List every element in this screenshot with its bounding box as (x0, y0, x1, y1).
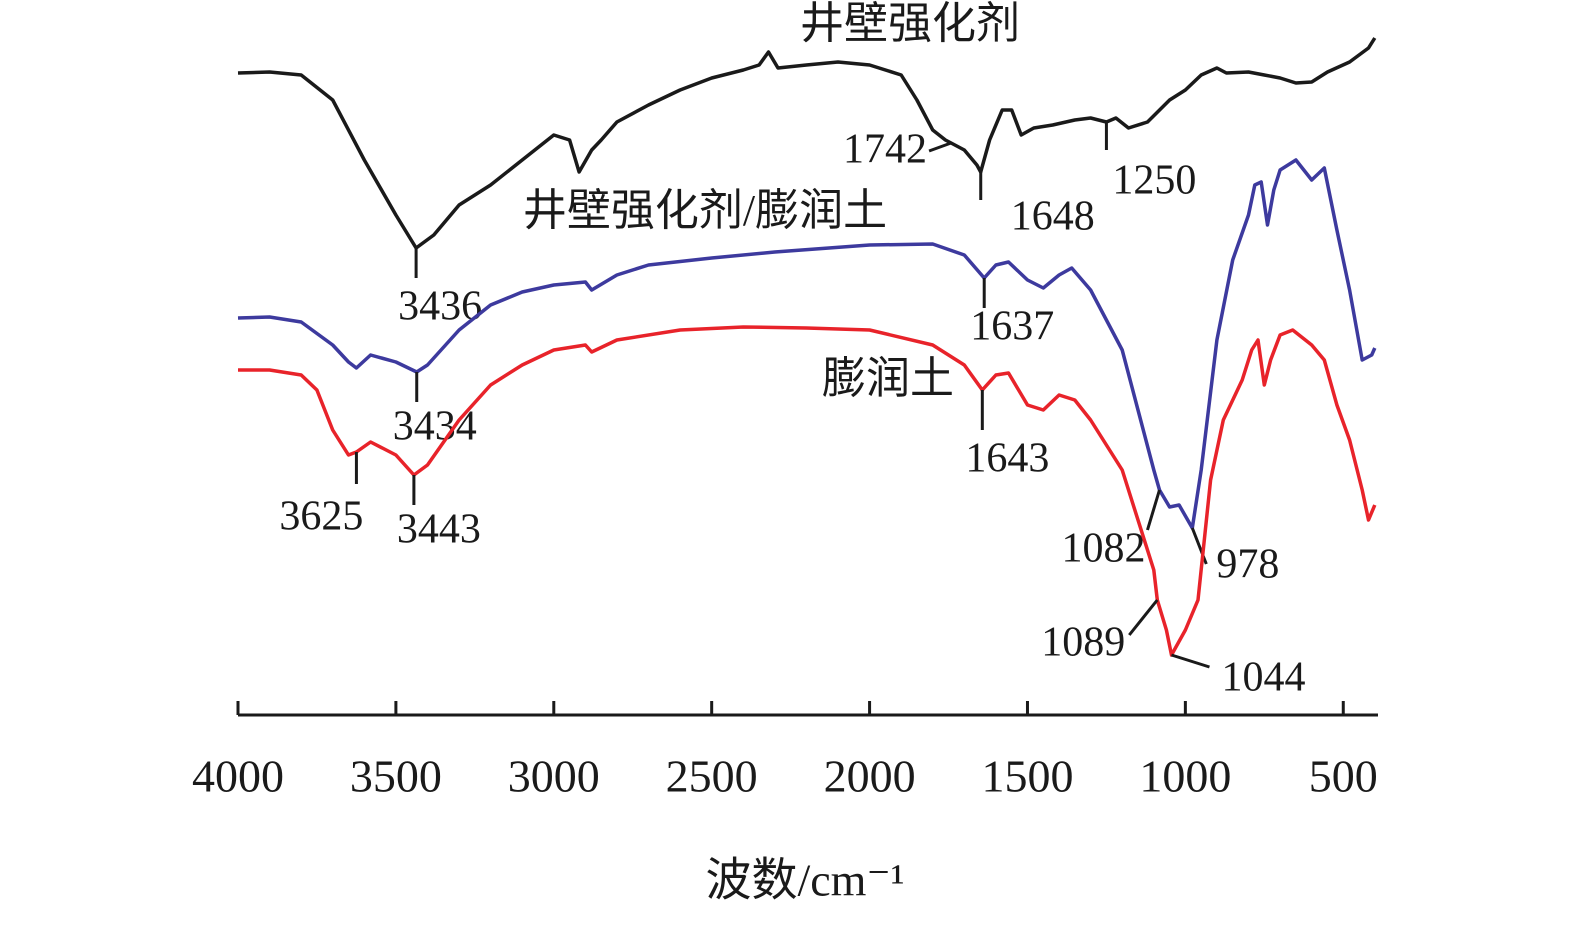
peak-label: 3434 (393, 404, 477, 450)
series-name: 井壁强化剂/膨润土 (523, 186, 887, 235)
x-tick-label: 3500 (350, 751, 442, 802)
x-tick-label: 2000 (824, 751, 916, 802)
x-tick-label: 1500 (981, 751, 1073, 802)
peak-marker (1128, 599, 1159, 636)
spectrum-line (237, 37, 1377, 250)
peak-label: 1643 (965, 436, 1049, 482)
peak-label: 3625 (279, 494, 363, 540)
peak-label: 1089 (1041, 620, 1125, 666)
x-tick-label: 4000 (192, 751, 284, 802)
x-tick-label: 3000 (508, 751, 600, 802)
x-tick-label: 2500 (666, 751, 758, 802)
peak-label: 1250 (1112, 158, 1196, 204)
peak-label: 3443 (397, 507, 481, 553)
x-tick-label: 500 (1309, 751, 1378, 802)
peak-label: 1082 (1061, 526, 1145, 572)
peak-marker (1146, 489, 1161, 531)
peak-marker (928, 141, 952, 153)
peak-marker (1171, 653, 1210, 669)
x-tick-label: 1000 (1139, 751, 1231, 802)
peak-label: 1044 (1221, 655, 1305, 701)
series-name: 膨润土 (822, 354, 954, 403)
spectrum-line (238, 325, 1377, 657)
series-name: 井壁强化剂 (800, 0, 1020, 48)
peak-label: 1742 (843, 127, 927, 173)
peak-label: 978 (1216, 542, 1279, 588)
spectrum-line (237, 158, 1377, 530)
peak-label: 1648 (1011, 194, 1095, 240)
x-axis-label: 波数/cm⁻¹ (705, 855, 904, 906)
peak-label: 1637 (970, 304, 1054, 350)
